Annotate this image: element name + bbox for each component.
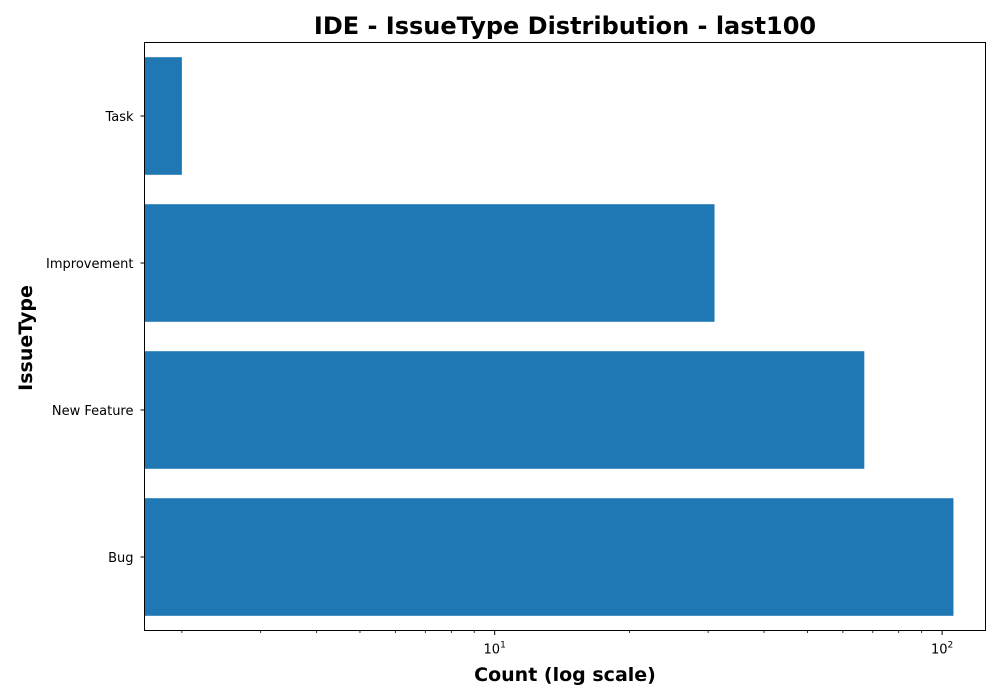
- x-tick-label: 101: [484, 641, 506, 658]
- y-tick-label: Task: [104, 110, 134, 125]
- plot-frame: [144, 42, 986, 631]
- y-axis-ticks: Bug New Feature Improvement Task: [46, 110, 145, 566]
- chart-title: IDE - IssueType Distribution - last100: [314, 12, 816, 40]
- bar-new-feature: [144, 351, 865, 469]
- y-tick-label: Improvement: [46, 257, 133, 272]
- y-tick-label: Bug: [108, 551, 133, 566]
- bar-task: [144, 57, 182, 175]
- x-axis-label: Count (log scale): [474, 664, 656, 686]
- bar-improvement: [144, 204, 715, 322]
- bars-group: [144, 57, 954, 616]
- x-tick-label: 102: [931, 641, 953, 658]
- y-axis-label: IssueType: [15, 285, 37, 391]
- y-tick-label: New Feature: [52, 404, 134, 419]
- bar-bug: [144, 498, 954, 616]
- x-axis-ticks: 101 102: [181, 630, 953, 658]
